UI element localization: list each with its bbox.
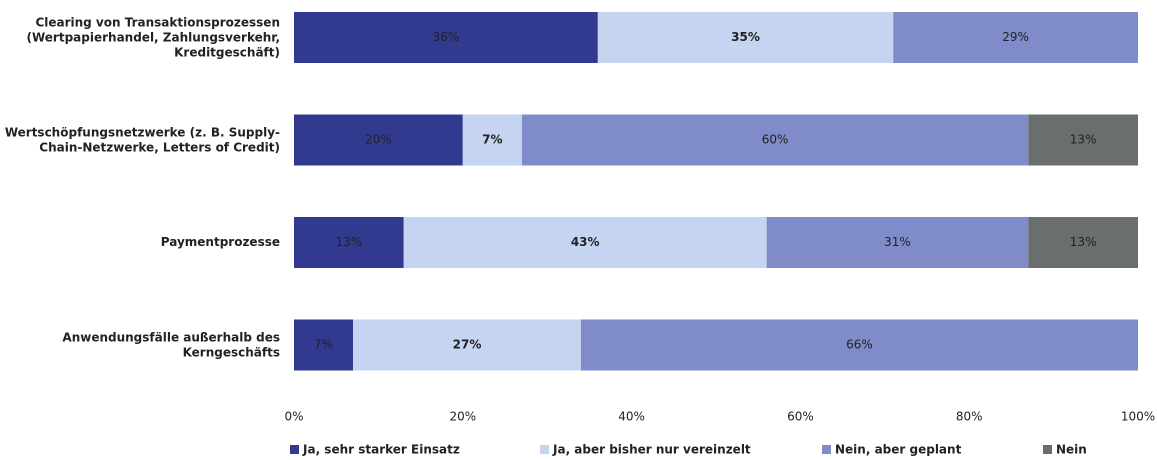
x-tick-label: 0% [284,410,303,424]
bar-segment [294,217,404,268]
bar-segment [403,217,767,268]
value-label: 20% [365,133,392,147]
x-tick-label: 60% [787,410,814,424]
category-label: Wertschöpfungsnetzwerke (z. B. Supply-Ch… [5,125,280,154]
bar-segment [580,319,1138,371]
x-tick-label: 20% [449,410,476,424]
bar-segment [294,114,463,166]
x-tick-label: 80% [956,410,983,424]
value-label: 7% [482,133,502,147]
value-label: 27% [453,338,482,352]
value-label: 13% [336,235,363,249]
bar-segment [766,217,1029,268]
value-label: 29% [1002,30,1029,44]
value-label: 13% [1070,133,1097,147]
category-label: Anwendungsfälle außerhalb des Kerngeschäf… [62,330,280,359]
value-label: 7% [314,338,333,352]
legend-swatch [822,445,831,454]
bar-segment [521,114,1029,166]
bar-segment [893,12,1138,63]
value-label: 60% [762,133,789,147]
category-label: Clearing von Transaktionsprozessen (Wertp… [27,15,281,59]
x-tick-label: 40% [618,410,645,424]
category-label: Paymentprozesse [161,235,280,249]
legend-label: Nein [1056,443,1087,457]
value-label: 66% [846,338,873,352]
legend-label: Nein, aber geplant [835,443,962,457]
bar-segment [597,12,894,63]
value-label: 13% [1070,235,1097,249]
bar-segment [353,319,581,371]
bar-segment [294,12,598,63]
legend-label: Ja, aber bisher nur vereinzelt [552,443,751,457]
bar-segment [462,114,522,166]
legend-swatch [290,445,299,454]
legend-swatch [1043,445,1052,454]
value-label: 35% [731,30,760,44]
value-label: 31% [884,235,911,249]
bar-segment [1028,217,1138,268]
legend-swatch [540,445,549,454]
legend-label: Ja, sehr starker Einsatz [302,443,460,457]
x-tick-label: 100% [1121,410,1155,424]
value-label: 36% [433,30,460,44]
bar-segment [1028,114,1138,166]
value-label: 43% [571,235,600,249]
bar-segment [294,319,354,371]
